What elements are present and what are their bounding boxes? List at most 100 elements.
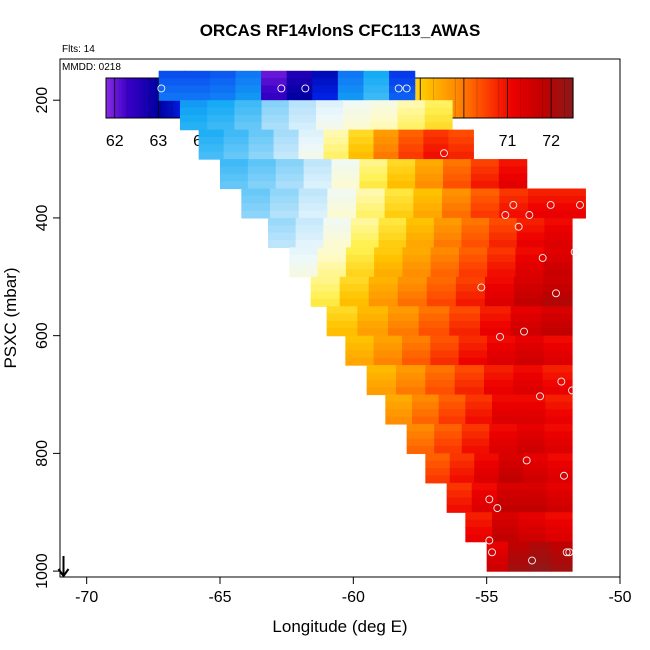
heatmap-cell	[374, 254, 403, 263]
heatmap-cell	[513, 276, 544, 285]
heatmap-cell	[378, 240, 407, 248]
heatmap-cell	[397, 291, 428, 300]
heatmap-cell	[518, 394, 546, 403]
heatmap-cell	[359, 181, 388, 190]
heatmap-cell	[412, 394, 440, 403]
heatmap-cell	[415, 173, 444, 182]
heatmap-cell	[471, 497, 498, 506]
colorbar-swatch	[119, 78, 122, 118]
heatmap-cell	[388, 313, 420, 322]
heatmap-cell	[544, 423, 573, 432]
heatmap-cell	[423, 151, 449, 160]
heatmap-cell	[323, 144, 350, 153]
heatmap-cell	[486, 563, 509, 572]
heatmap-cell	[406, 438, 435, 447]
heatmap-cell	[449, 328, 481, 337]
heatmap-cell	[368, 298, 399, 307]
heatmap-cell	[363, 92, 390, 101]
heatmap-cell	[449, 468, 475, 477]
heatmap-cell	[470, 166, 500, 175]
heatmap-cell	[359, 159, 388, 168]
heatmap-cell	[198, 151, 225, 160]
heatmap-cell	[298, 195, 328, 204]
heatmap-cell	[543, 357, 573, 366]
heatmap-cell	[541, 320, 573, 329]
colorbar-swatch	[424, 78, 428, 118]
colorbar-swatch	[151, 78, 155, 118]
heatmap-cell	[384, 210, 414, 219]
heatmap-cell	[528, 188, 558, 197]
heatmap-cell	[544, 225, 573, 234]
heatmap-cell	[348, 129, 375, 138]
heatmap-cell	[434, 423, 463, 432]
heatmap-cell	[198, 129, 225, 138]
heatmap-cell	[345, 350, 375, 359]
y-tick-label: 800	[34, 440, 51, 467]
heatmap-cell	[542, 291, 573, 300]
heatmap-cell	[430, 254, 460, 263]
heatmap-cell	[438, 401, 466, 410]
heatmap-cell	[484, 284, 515, 293]
heatmap-cell	[418, 328, 450, 337]
heatmap-cell	[235, 70, 262, 79]
heatmap-cell	[465, 394, 493, 403]
colorbar-swatch	[134, 78, 138, 118]
heatmap-cell	[516, 446, 546, 454]
x-tick-label: -70	[75, 589, 98, 606]
heatmap-cell	[359, 173, 388, 182]
colorbar-swatch	[483, 78, 487, 118]
heatmap-cell	[368, 291, 399, 300]
heatmap-cell	[348, 136, 375, 145]
heatmap-cell	[516, 423, 546, 432]
heatmap-cell	[268, 240, 297, 248]
heatmap-cell	[337, 70, 365, 79]
heatmap-cell	[198, 136, 225, 145]
sample-point	[536, 392, 544, 401]
heatmap-cell	[356, 188, 386, 197]
heatmap-cell	[515, 254, 545, 263]
heatmap-cell	[449, 475, 475, 484]
heatmap-cell	[529, 541, 552, 550]
heatmap-cell	[496, 504, 523, 513]
heatmap-cell	[443, 173, 472, 182]
heatmap-cell	[363, 85, 390, 94]
heatmap-cell	[521, 504, 548, 513]
heatmap-cell	[220, 181, 249, 190]
heatmap-cell	[544, 446, 573, 454]
heatmap-cell	[465, 416, 493, 425]
heatmap-cell	[402, 343, 431, 351]
heatmap-cell	[489, 217, 518, 226]
heatmap-cell	[492, 401, 520, 410]
heatmap-cell	[455, 298, 486, 307]
heatmap-cell	[498, 166, 528, 175]
heatmap-cell	[499, 210, 529, 219]
heatmap-cell	[545, 416, 573, 425]
heatmap-cell	[542, 387, 573, 396]
heatmap-cell	[415, 159, 444, 168]
heatmap-cell	[438, 409, 466, 418]
colorbar-swatch	[149, 78, 153, 118]
heatmap-cell	[541, 306, 573, 315]
colorbar-swatch	[145, 78, 149, 118]
heatmap-cell	[312, 85, 339, 94]
heatmap-cell	[465, 526, 493, 535]
heatmap-cell	[470, 210, 500, 219]
heatmap-cell	[515, 350, 545, 359]
heatmap-cell	[368, 284, 399, 293]
heatmap-cell	[418, 320, 450, 329]
heatmap-cell	[289, 254, 319, 263]
heatmap-cell	[518, 512, 546, 521]
heatmap-cell	[433, 225, 463, 234]
heatmap-cell	[288, 107, 317, 116]
heatmap-cell	[398, 129, 424, 138]
heatmap-cell	[430, 269, 460, 278]
heatmap-cell	[521, 497, 548, 506]
colorbar-swatch	[531, 78, 535, 118]
heatmap-cell	[356, 203, 386, 212]
heatmap-cell	[545, 526, 573, 535]
colorbar-swatch	[476, 78, 480, 118]
heatmap-cell	[455, 284, 486, 293]
heatmap-cell	[433, 217, 463, 226]
colorbar-swatch	[442, 78, 445, 118]
colorbar-swatch	[466, 78, 469, 118]
